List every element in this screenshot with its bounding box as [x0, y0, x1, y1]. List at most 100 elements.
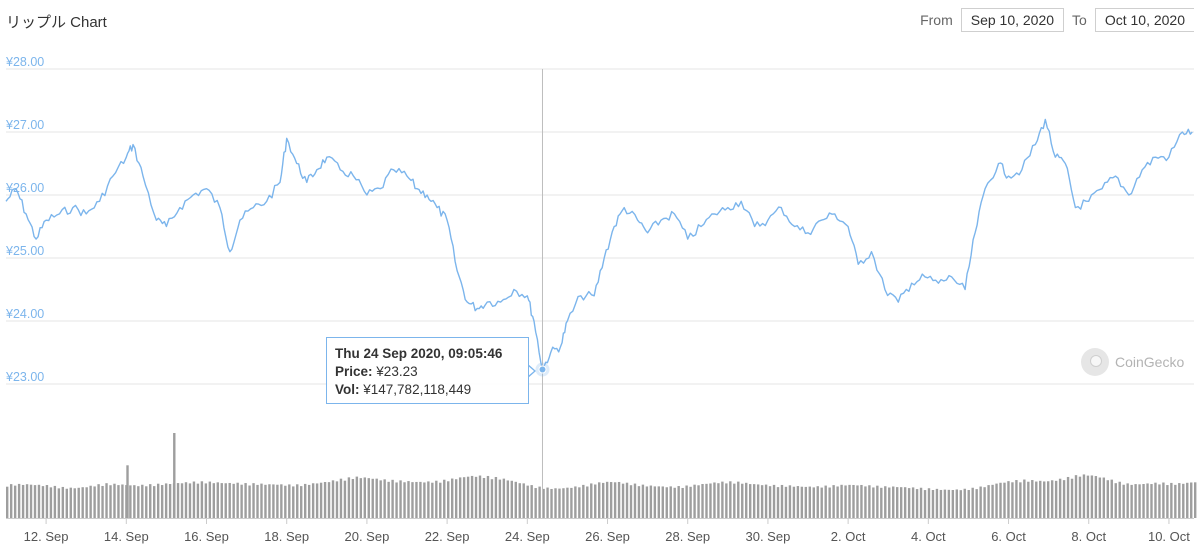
volume-bar	[1074, 475, 1078, 518]
volume-bar	[677, 486, 680, 518]
x-tick-label: 2. Oct	[831, 529, 866, 544]
volume-bar	[1138, 484, 1141, 518]
volume-bar	[502, 478, 506, 518]
volume-bar	[816, 486, 819, 518]
volume-bar	[506, 480, 510, 518]
volume-bar	[228, 482, 231, 518]
date-range: From Sep 10, 2020 To Oct 10, 2020	[920, 8, 1194, 32]
x-tick-label: 8. Oct	[1071, 529, 1106, 544]
y-tick-label: ¥28.00	[5, 55, 44, 69]
volume-bar	[935, 488, 939, 518]
volume-bar	[1146, 483, 1149, 518]
volume-bar	[216, 482, 219, 518]
volume-bar	[164, 483, 168, 518]
volume-bar	[967, 490, 970, 518]
volume-bar	[1078, 476, 1082, 518]
volume-bar	[609, 482, 613, 518]
volume-bar	[959, 490, 962, 518]
volume-bar	[303, 483, 307, 518]
x-tick-label: 26. Sep	[585, 529, 630, 544]
volume-bar	[836, 486, 839, 518]
volume-bar	[613, 482, 617, 518]
volume-bar	[407, 481, 410, 518]
volume-bar	[538, 486, 541, 518]
volume-bar	[951, 490, 955, 518]
volume-bar	[872, 487, 875, 518]
volume-bar	[717, 483, 720, 518]
volume-bar	[1023, 479, 1026, 518]
volume-bar	[427, 481, 430, 518]
volume-bar	[145, 486, 148, 518]
volume-bar	[983, 487, 986, 518]
volume-bar	[25, 484, 29, 518]
to-date-input[interactable]: Oct 10, 2020	[1094, 8, 1194, 32]
volume-bar	[601, 482, 605, 518]
volume-bar	[840, 484, 843, 518]
volume-bar	[323, 482, 327, 518]
volume-bar	[919, 487, 923, 518]
volume-bar	[280, 484, 283, 518]
volume-bar	[399, 480, 402, 518]
volume-bar	[1003, 482, 1006, 518]
volume-bar	[208, 481, 212, 518]
volume-bar	[439, 482, 442, 518]
volume-bar	[927, 488, 931, 518]
volume-bar	[113, 483, 116, 518]
volume-bar	[474, 476, 478, 518]
volume-bar	[729, 481, 732, 518]
tooltip-arrow-inner	[527, 365, 534, 377]
volume-bar	[17, 483, 21, 518]
from-date-input[interactable]: Sep 10, 2020	[960, 8, 1065, 32]
tooltip-vol-label: Vol:	[335, 382, 360, 397]
volume-bar	[1130, 484, 1133, 518]
volume-bar	[1086, 475, 1090, 518]
volume-bar	[534, 488, 537, 518]
volume-bar	[1090, 475, 1094, 518]
volume-bar	[33, 485, 37, 518]
volume-bar	[788, 485, 792, 518]
volume-bar	[77, 487, 80, 518]
volume-bar	[1162, 482, 1165, 518]
volume-bar	[792, 486, 796, 518]
volume-bar	[359, 478, 363, 518]
volume-bar	[387, 481, 390, 518]
x-tick-label: 24. Sep	[505, 529, 550, 544]
volume-bar	[311, 483, 315, 518]
volume-bar	[447, 481, 450, 518]
volume-bar	[431, 482, 434, 518]
volume-bar	[419, 481, 422, 518]
volume-bar	[876, 485, 879, 518]
volume-bar	[1019, 482, 1022, 518]
volume-bar	[737, 481, 740, 518]
volume-bar	[482, 477, 486, 518]
volume-bar	[1186, 482, 1189, 518]
volume-bar	[558, 488, 561, 518]
volume-bar	[61, 486, 65, 518]
volume-bar	[89, 485, 92, 518]
volume-bar	[880, 487, 883, 518]
volume-bar	[168, 484, 172, 518]
volume-bar	[1050, 480, 1054, 518]
volume-bar	[307, 484, 311, 518]
volume-bar	[1190, 482, 1193, 518]
volume-bar	[514, 481, 517, 518]
coingecko-logo-icon	[1081, 348, 1109, 376]
volume-bar	[741, 483, 744, 518]
volume-bar	[494, 476, 498, 518]
volume-bar	[621, 483, 625, 518]
volume-bar	[1035, 481, 1038, 518]
volume-bar	[454, 479, 458, 518]
volume-bar	[117, 485, 120, 518]
volume-bar	[466, 476, 470, 518]
volume-bar	[355, 476, 359, 518]
volume-bar	[367, 478, 370, 518]
x-tick-label: 16. Sep	[184, 529, 229, 544]
volume-bar	[252, 483, 255, 518]
volume-bar	[657, 486, 661, 518]
volume-bar	[212, 483, 216, 518]
volume-bar	[586, 486, 589, 518]
volume-bar	[69, 487, 72, 518]
volume-bar	[812, 487, 815, 518]
volume-bar	[137, 486, 140, 518]
